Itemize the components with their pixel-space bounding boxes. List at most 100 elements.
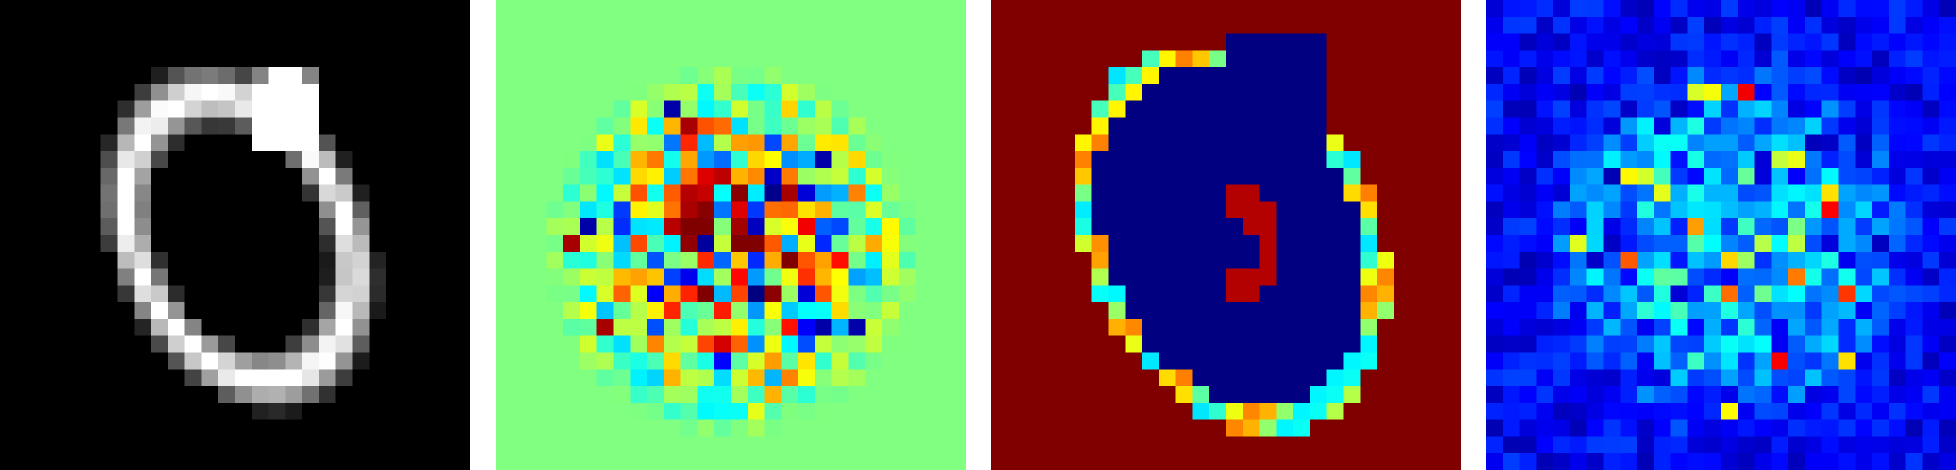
grayscale-digit-pixel (117, 0, 135, 18)
edge-heatmap-pixel (1024, 134, 1042, 152)
noise-heatmap-pixel (1754, 436, 1772, 454)
saliency-heatmap-pixel (529, 117, 547, 135)
noise-heatmap-pixel (1888, 201, 1906, 219)
saliency-heatmap-pixel (714, 402, 732, 420)
grayscale-digit-pixel (419, 251, 437, 269)
grayscale-digit-pixel (318, 302, 337, 320)
grayscale-digit-pixel (318, 251, 337, 269)
saliency-heatmap-pixel (546, 302, 564, 320)
noise-heatmap-pixel (1502, 251, 1520, 269)
noise-heatmap-pixel (1821, 117, 1839, 135)
edge-heatmap-pixel (1058, 201, 1076, 219)
grayscale-digit-pixel (117, 117, 135, 135)
grayscale-digit-pixel (386, 33, 404, 51)
noise-heatmap-pixel (1754, 268, 1772, 286)
noise-heatmap-pixel (1821, 402, 1839, 420)
saliency-heatmap-pixel (831, 386, 849, 404)
noise-heatmap-pixel (1653, 386, 1671, 404)
noise-heatmap-pixel (1771, 436, 1789, 454)
edge-heatmap-pixel (1377, 100, 1395, 118)
saliency-heatmap-pixel (915, 268, 933, 286)
saliency-heatmap-pixel (932, 67, 950, 85)
grayscale-digit-pixel (402, 16, 420, 34)
grayscale-digit-pixel (117, 218, 135, 236)
grayscale-digit-pixel (16, 386, 34, 404)
grayscale-digit-pixel (235, 335, 253, 353)
grayscale-digit-pixel (201, 134, 219, 152)
saliency-heatmap-pixel (496, 100, 514, 118)
grayscale-digit-pixel (352, 218, 370, 236)
grayscale-digit-pixel (268, 419, 286, 437)
noise-heatmap-pixel (1486, 335, 1504, 353)
grayscale-digit-pixel (302, 67, 320, 85)
edge-heatmap-pixel (1293, 268, 1311, 286)
saliency-heatmap-pixel (865, 83, 883, 102)
noise-heatmap-pixel (1586, 352, 1604, 370)
saliency-heatmap-pixel (848, 235, 866, 253)
noise-heatmap-pixel (1922, 235, 1940, 253)
grayscale-digit-pixel (201, 117, 219, 135)
saliency-heatmap-pixel (663, 167, 681, 185)
saliency-heatmap-pixel (932, 184, 950, 202)
noise-heatmap-pixel (1502, 184, 1520, 202)
saliency-heatmap-pixel (932, 302, 950, 320)
saliency-heatmap-pixel (898, 436, 916, 454)
noise-heatmap-pixel (1553, 419, 1571, 437)
saliency-heatmap-pixel (596, 167, 614, 185)
saliency-heatmap-pixel (714, 268, 732, 286)
edge-heatmap-pixel (1276, 16, 1294, 34)
edge-heatmap-pixel (1125, 151, 1143, 169)
saliency-heatmap-pixel (882, 335, 900, 353)
edge-heatmap-pixel (1259, 117, 1277, 135)
noise-heatmap-pixel (1586, 100, 1604, 118)
noise-heatmap-pixel (1637, 33, 1655, 51)
noise-heatmap-pixel (1637, 117, 1655, 135)
edge-heatmap-pixel (1293, 33, 1311, 51)
edge-heatmap-pixel (1058, 386, 1076, 404)
edge-heatmap-pixel (1410, 318, 1428, 337)
edge-heatmap-pixel (1326, 67, 1344, 85)
grayscale-digit-pixel (419, 16, 437, 34)
grayscale-digit-pixel (318, 218, 337, 236)
grayscale-digit-pixel (318, 335, 337, 353)
edge-heatmap-pixel (1209, 386, 1227, 404)
saliency-heatmap-pixel (932, 201, 950, 219)
edge-heatmap-pixel (1343, 285, 1361, 303)
edge-heatmap-pixel (1125, 268, 1143, 286)
edge-heatmap-pixel (1142, 167, 1160, 185)
edge-heatmap-pixel (1175, 167, 1193, 185)
noise-heatmap-pixel (1905, 436, 1923, 454)
noise-heatmap-pixel (1872, 218, 1890, 236)
saliency-heatmap-pixel (915, 318, 933, 337)
edge-heatmap-pixel (1360, 302, 1378, 320)
grayscale-digit-pixel (369, 369, 387, 387)
saliency-heatmap-pixel (731, 268, 749, 286)
noise-heatmap-pixel (1586, 335, 1604, 353)
edge-heatmap-pixel (1024, 402, 1042, 420)
saliency-heatmap-pixel (764, 318, 782, 337)
noise-heatmap-pixel (1536, 386, 1554, 404)
edge-heatmap-pixel (1444, 218, 1461, 236)
saliency-heatmap-pixel (529, 167, 547, 185)
saliency-heatmap-pixel (647, 184, 665, 202)
noise-heatmap-pixel (1821, 352, 1839, 370)
saliency-heatmap-pixel (848, 16, 866, 34)
edge-heatmap-pixel (1226, 184, 1244, 202)
noise-heatmap-pixel (1653, 436, 1671, 454)
saliency-heatmap-pixel (563, 436, 581, 454)
edge-heatmap-pixel (1360, 100, 1378, 118)
noise-heatmap-pixel (1888, 16, 1906, 34)
grayscale-digit-pixel (402, 201, 420, 219)
grayscale-digit-pixel (386, 100, 404, 118)
grayscale-digit-pixel (0, 369, 18, 387)
grayscale-digit-pixel (117, 285, 135, 303)
saliency-heatmap-pixel (630, 16, 648, 34)
noise-heatmap-pixel (1754, 33, 1772, 51)
grayscale-digit-pixel (67, 67, 85, 85)
saliency-heatmap-pixel (714, 134, 732, 152)
noise-heatmap-pixel (1620, 285, 1638, 303)
edge-heatmap-pixel (991, 369, 1009, 387)
edge-heatmap-pixel (1175, 235, 1193, 253)
saliency-heatmap-pixel (949, 386, 966, 404)
saliency-heatmap-pixel (747, 335, 765, 353)
